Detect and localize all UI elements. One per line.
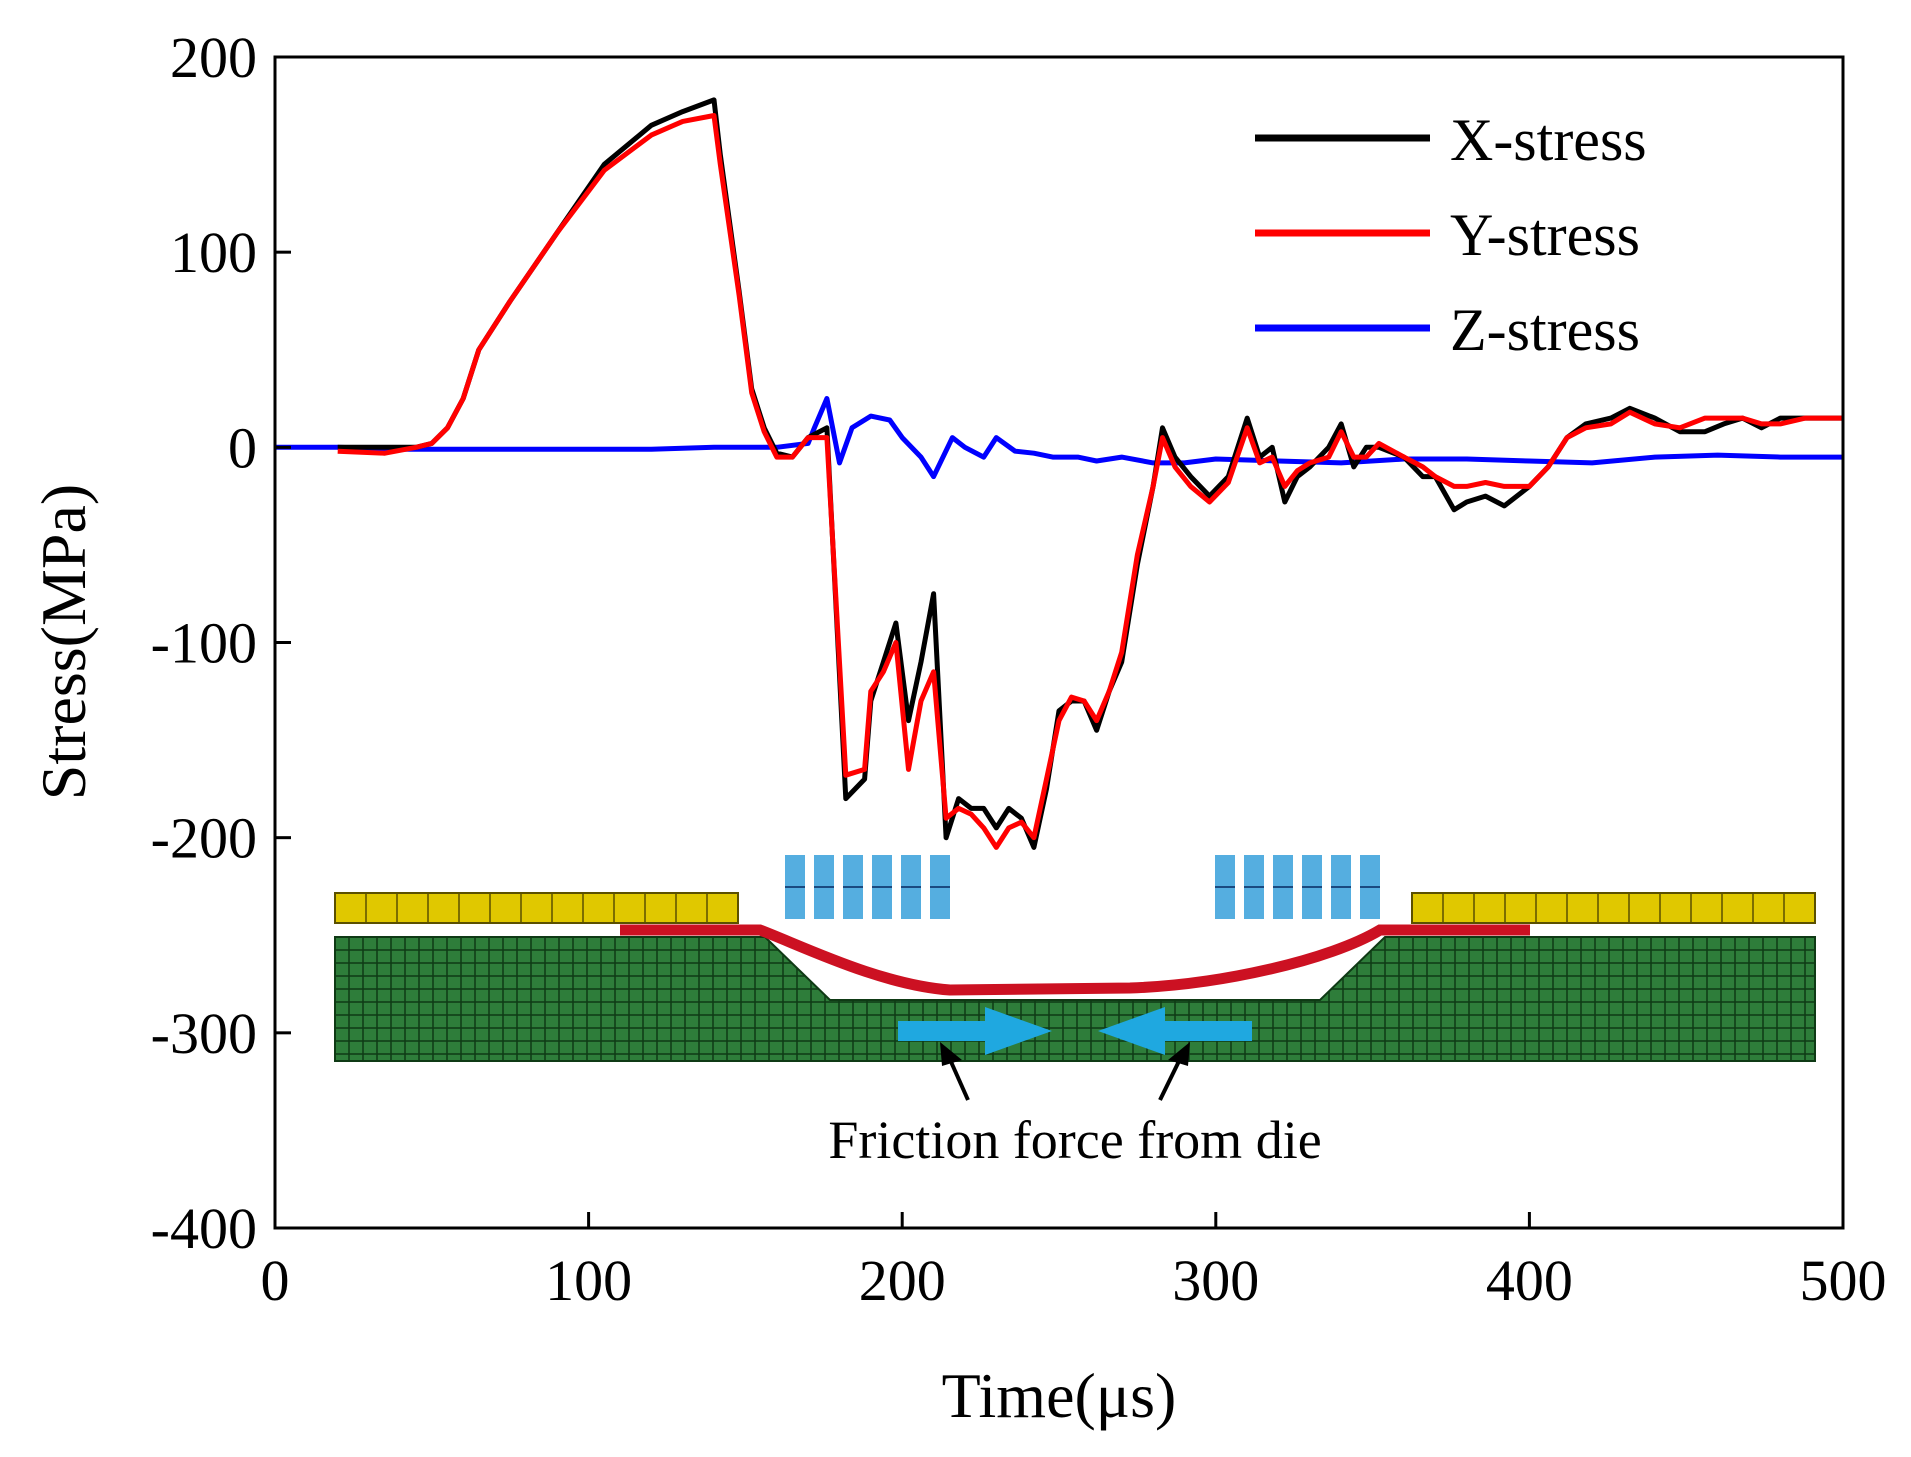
y-tick-label-0: 0 <box>228 415 257 480</box>
y-tick-label--200: -200 <box>151 806 257 871</box>
legend-label-y-stress: Y-stress <box>1450 202 1640 268</box>
legend-label-x-stress: X-stress <box>1450 107 1647 173</box>
x-tick-label-0: 0 <box>261 1248 290 1313</box>
legend-label-z-stress: Z-stress <box>1450 297 1640 363</box>
die-inset-diagram <box>334 855 1816 1101</box>
x-tick-label-100: 100 <box>545 1248 632 1313</box>
workpiece-sheet <box>620 924 1530 996</box>
series-line-y-stress <box>337 113 1843 850</box>
element-blocks <box>785 855 1380 919</box>
plot-frame <box>273 55 1845 1230</box>
x-tick-label-500: 500 <box>1800 1248 1887 1313</box>
left-holder-plate <box>334 892 739 924</box>
y-tick-label--300: -300 <box>151 1001 257 1066</box>
y-axis-title: Stress(MPa) <box>28 484 99 800</box>
friction-arrows <box>898 1007 1252 1055</box>
y-tick-label--400: -400 <box>151 1196 257 1261</box>
legend: X-stress Y-stress Z-stress <box>1255 107 1647 363</box>
y-tick-label-200: 200 <box>170 25 257 90</box>
y-tick-label--100: -100 <box>151 611 257 676</box>
annotation-pointers <box>940 1042 1190 1101</box>
x-axis-title: Time(μs) <box>942 1360 1177 1431</box>
x-tick-label-300: 300 <box>1172 1248 1259 1313</box>
friction-annotation-label: Friction force from die <box>828 1110 1321 1170</box>
x-tick-label-200: 200 <box>859 1248 946 1313</box>
x-tick-label-400: 400 <box>1486 1248 1573 1313</box>
axes-layer: 0 100 200 300 400 500 200 100 0 -100 -200 -300 -400 <box>151 25 1887 1313</box>
y-tick-label-100: 100 <box>170 220 257 285</box>
series-layer <box>275 97 1843 850</box>
friction-arrow-left <box>1098 1007 1252 1055</box>
right-holder-plate <box>1411 892 1816 924</box>
friction-arrow-right <box>898 1007 1052 1055</box>
